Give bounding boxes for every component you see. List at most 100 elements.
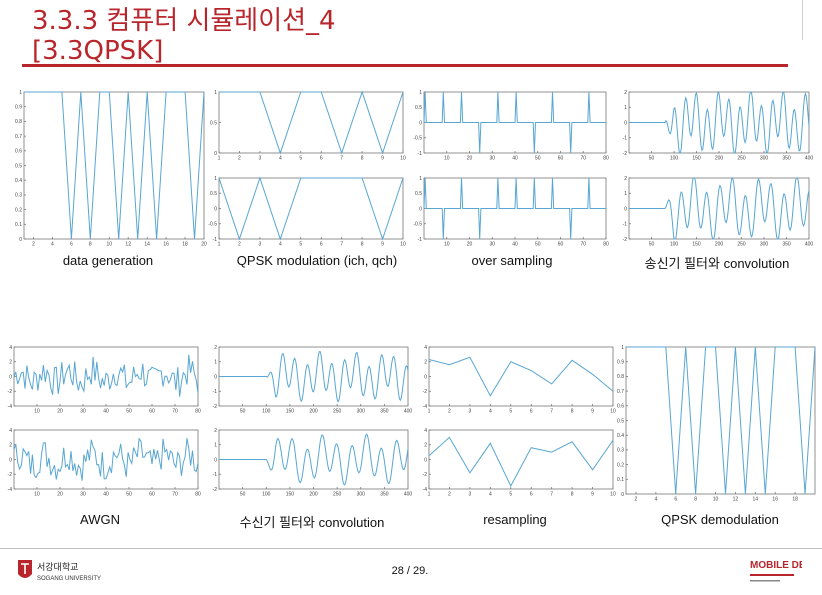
slide-title-line2: [3.3QPSK] bbox=[32, 36, 164, 66]
y-tick-label: -2 bbox=[8, 389, 13, 395]
y-tick-label: 4 bbox=[9, 428, 12, 434]
y-tick-label: 0.5 bbox=[15, 163, 22, 169]
caption-resampling: resampling bbox=[483, 512, 547, 527]
x-tick-label: 250 bbox=[333, 409, 342, 415]
x-tick-label: 5 bbox=[509, 492, 512, 498]
series-line bbox=[219, 90, 404, 155]
x-tick-label: 10 bbox=[713, 497, 719, 503]
y-tick-label: 0 bbox=[214, 457, 217, 463]
x-tick-label: 9 bbox=[591, 409, 594, 415]
x-tick-label: 40 bbox=[103, 409, 109, 415]
x-tick-label: 30 bbox=[80, 409, 86, 415]
y-tick-label: 0.3 bbox=[617, 448, 624, 454]
y-tick-label: -2 bbox=[8, 472, 13, 478]
x-tick-label: 50 bbox=[649, 156, 655, 162]
x-tick-label: 150 bbox=[692, 242, 701, 248]
plot-qpsk-ich: 0 0.5 1 1 2 3 4 5 6 7 8 9 10 bbox=[210, 90, 406, 162]
x-tick-label: 16 bbox=[163, 242, 169, 248]
y-tick-label: 0 bbox=[419, 120, 422, 126]
y-tick-label: 2 bbox=[9, 360, 12, 366]
series-line bbox=[13, 437, 199, 481]
y-tick-label: 0.3 bbox=[15, 193, 22, 199]
y-tick-label: 1 bbox=[419, 90, 422, 96]
x-tick-label: 9 bbox=[381, 242, 384, 248]
x-tick-label: 40 bbox=[512, 156, 518, 162]
x-tick-label: 10 bbox=[444, 242, 450, 248]
x-tick-label: 30 bbox=[489, 156, 495, 162]
x-tick-label: 50 bbox=[126, 492, 132, 498]
x-tick-label: 2 bbox=[238, 242, 241, 248]
y-tick-label: 0.7 bbox=[617, 389, 624, 395]
y-tick-label: -1 bbox=[418, 237, 423, 243]
y-tick-label: 2 bbox=[424, 360, 427, 366]
y-tick-label: 0.4 bbox=[617, 433, 624, 439]
y-tick-label: -2 bbox=[213, 487, 218, 493]
y-tick-label: -0.5 bbox=[413, 222, 422, 228]
y-tick-label: -2 bbox=[423, 389, 428, 395]
x-tick-label: 2 bbox=[448, 492, 451, 498]
y-tick-label: -1 bbox=[418, 151, 423, 157]
x-tick-label: 10 bbox=[106, 242, 112, 248]
x-tick-label: 50 bbox=[240, 492, 246, 498]
y-tick-label: -1 bbox=[623, 222, 628, 228]
y-tick-label: 0.2 bbox=[617, 462, 624, 468]
y-tick-label: 0.5 bbox=[210, 120, 217, 126]
y-tick-label: -0.5 bbox=[413, 136, 422, 142]
series-line bbox=[13, 354, 199, 397]
slide-title: 3.3.3 컴퓨터 시뮬레이션_4 [3.3QPSK] bbox=[32, 6, 336, 66]
sogang-university-logo: 서강대학교 SOGANG UNIVERSITY bbox=[18, 560, 101, 582]
y-tick-label: 0.8 bbox=[617, 374, 624, 380]
x-tick-label: 350 bbox=[380, 409, 389, 415]
x-tick-label: 12 bbox=[733, 497, 739, 503]
x-tick-label: 14 bbox=[144, 242, 150, 248]
x-tick-label: 10 bbox=[444, 156, 450, 162]
x-tick-label: 100 bbox=[670, 242, 679, 248]
y-tick-label: 0.8 bbox=[15, 119, 22, 125]
x-tick-label: 10 bbox=[400, 156, 406, 162]
mobile-device-lab-logo: MOBILE DEVICE bbox=[750, 560, 802, 582]
y-tick-label: 0 bbox=[424, 457, 427, 463]
x-tick-label: 2 bbox=[448, 409, 451, 415]
plot-demodulation: 00.10.20.30.40.50.60.70.80.912 4 6 8 10 12 14 1… bbox=[617, 345, 816, 503]
x-tick-label: 8 bbox=[361, 242, 364, 248]
y-tick-label: 0 bbox=[214, 151, 217, 157]
x-tick-label: 2 bbox=[238, 156, 241, 162]
x-tick-label: 400 bbox=[805, 156, 814, 162]
x-tick-label: 100 bbox=[262, 492, 271, 498]
y-tick-label: 0 bbox=[624, 120, 627, 126]
series-line bbox=[218, 176, 404, 241]
x-tick-label: 20 bbox=[467, 242, 473, 248]
x-tick-label: 4 bbox=[51, 242, 54, 248]
x-tick-label: 400 bbox=[404, 492, 413, 498]
plot-frame bbox=[218, 177, 404, 240]
plot-resample-ich: -4 -2 0 2 4 1 2 3 4 5 6 7 8 9 10 bbox=[423, 345, 616, 415]
y-tick-label: 2 bbox=[624, 90, 627, 96]
x-tick-label: 9 bbox=[381, 156, 384, 162]
y-tick-label: -1 bbox=[213, 472, 218, 478]
caption-over-sampling: over sampling bbox=[471, 253, 553, 268]
series-line bbox=[428, 356, 614, 397]
x-tick-label: 12 bbox=[125, 242, 131, 248]
x-tick-label: 8 bbox=[571, 492, 574, 498]
y-tick-label: -4 bbox=[423, 404, 428, 410]
x-tick-label: 30 bbox=[489, 242, 495, 248]
x-tick-label: 4 bbox=[279, 156, 282, 162]
university-name-korean: 서강대학교 bbox=[37, 562, 78, 573]
x-tick-label: 8 bbox=[361, 156, 364, 162]
caption-tx-filter: 송신기 필터와 convolution bbox=[644, 256, 790, 271]
y-tick-label: 0.4 bbox=[15, 178, 22, 184]
x-tick-label: 7 bbox=[550, 409, 553, 415]
x-tick-label: 40 bbox=[512, 242, 518, 248]
x-tick-label: 300 bbox=[760, 242, 769, 248]
series-line bbox=[423, 177, 606, 240]
y-tick-label: 1 bbox=[214, 90, 217, 96]
y-tick-label: -4 bbox=[8, 487, 13, 493]
x-tick-label: 80 bbox=[195, 492, 201, 498]
y-tick-label: 0.1 bbox=[617, 477, 624, 483]
y-tick-label: 2 bbox=[9, 443, 12, 449]
x-tick-label: 250 bbox=[333, 492, 342, 498]
y-tick-label: 0.9 bbox=[617, 360, 624, 366]
university-name-english: SOGANG UNIVERSITY bbox=[37, 576, 101, 582]
title-underline bbox=[22, 64, 788, 67]
